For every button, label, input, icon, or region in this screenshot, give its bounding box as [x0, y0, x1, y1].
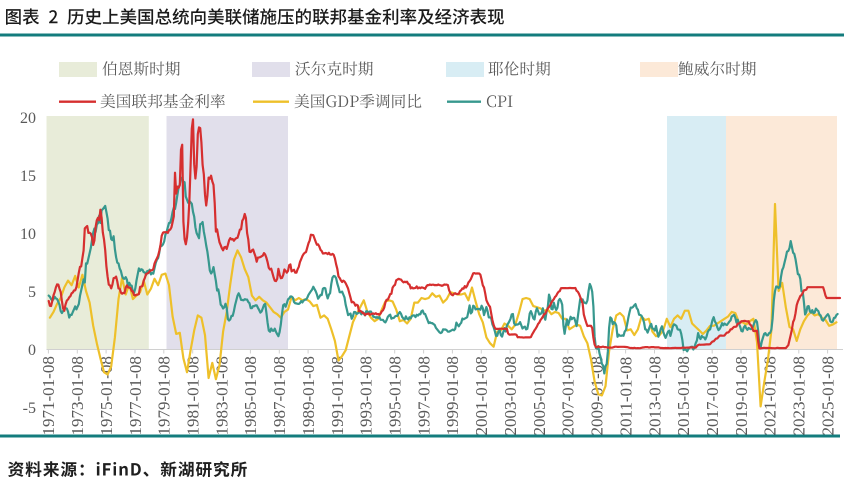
svg-text:2023-01-08: 2023-01-08	[790, 356, 809, 435]
svg-text:1997-01-08: 1997-01-08	[414, 356, 433, 435]
svg-text:10: 10	[20, 226, 36, 243]
svg-text:2017-01-08: 2017-01-08	[703, 356, 722, 435]
svg-text:2015-01-08: 2015-01-08	[674, 356, 693, 435]
svg-text:0: 0	[28, 342, 36, 359]
svg-text:1987-01-08: 1987-01-08	[270, 356, 289, 435]
svg-text:1973-01-08: 1973-01-08	[68, 356, 87, 435]
svg-text:1999-01-08: 1999-01-08	[443, 356, 462, 435]
svg-text:2005-01-08: 2005-01-08	[530, 356, 549, 435]
svg-text:1993-01-08: 1993-01-08	[357, 356, 376, 435]
svg-text:2013-01-08: 2013-01-08	[645, 356, 664, 435]
svg-text:2025-01-08: 2025-01-08	[818, 356, 837, 435]
svg-text:2009-01-08: 2009-01-08	[588, 356, 607, 435]
svg-text:2003-01-08: 2003-01-08	[501, 356, 520, 435]
svg-text:1979-01-08: 1979-01-08	[155, 356, 174, 435]
svg-text:20: 20	[20, 110, 36, 127]
svg-text:1983-01-08: 1983-01-08	[212, 356, 231, 435]
svg-text:5: 5	[28, 284, 36, 301]
svg-text:1989-01-08: 1989-01-08	[299, 356, 318, 435]
svg-text:2007-01-08: 2007-01-08	[559, 356, 578, 435]
svg-text:1991-01-08: 1991-01-08	[328, 356, 347, 435]
svg-text:2001-01-08: 2001-01-08	[472, 356, 491, 435]
svg-text:2011-01-08: 2011-01-08	[616, 357, 635, 436]
svg-text:-5: -5	[23, 400, 36, 417]
svg-text:1985-01-08: 1985-01-08	[241, 356, 260, 435]
svg-text:1975-01-08: 1975-01-08	[97, 356, 116, 435]
svg-text:2021-01-08: 2021-01-08	[761, 356, 780, 435]
svg-text:2019-01-08: 2019-01-08	[732, 356, 751, 435]
svg-text:15: 15	[20, 168, 36, 185]
svg-text:1995-01-08: 1995-01-08	[386, 356, 405, 435]
svg-text:1971-01-08: 1971-01-08	[39, 356, 58, 435]
svg-text:1977-01-08: 1977-01-08	[126, 356, 145, 435]
svg-text:1981-01-08: 1981-01-08	[184, 356, 203, 435]
